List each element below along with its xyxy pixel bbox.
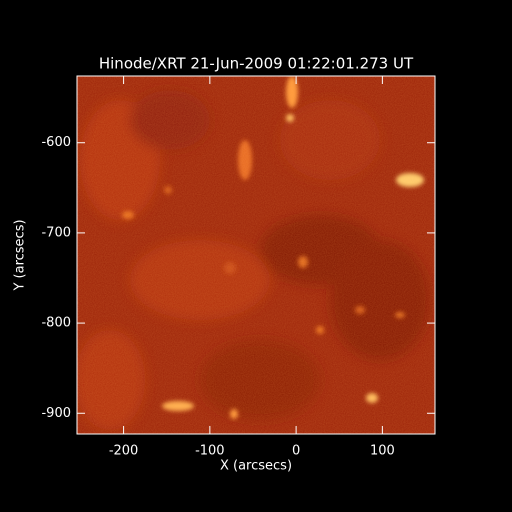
- x-axis-label: X (arcsecs): [220, 459, 292, 474]
- chart-title: Hinode/XRT 21-Jun-2009 01:22:01.273 UT: [99, 55, 414, 73]
- plot-frame: [76, 75, 436, 435]
- y-tick-label: -600: [41, 135, 71, 150]
- x-tick-label: 0: [292, 444, 300, 459]
- x-tick-label: -100: [195, 444, 225, 459]
- x-tick-label: 100: [370, 444, 395, 459]
- y-tick-label: -900: [41, 406, 71, 421]
- y-tick-label: -800: [41, 316, 71, 331]
- y-axis-label: Y (arcsecs): [13, 219, 28, 291]
- x-tick-label: -200: [109, 444, 139, 459]
- solar-image: [77, 76, 435, 434]
- y-tick-label: -700: [41, 225, 71, 240]
